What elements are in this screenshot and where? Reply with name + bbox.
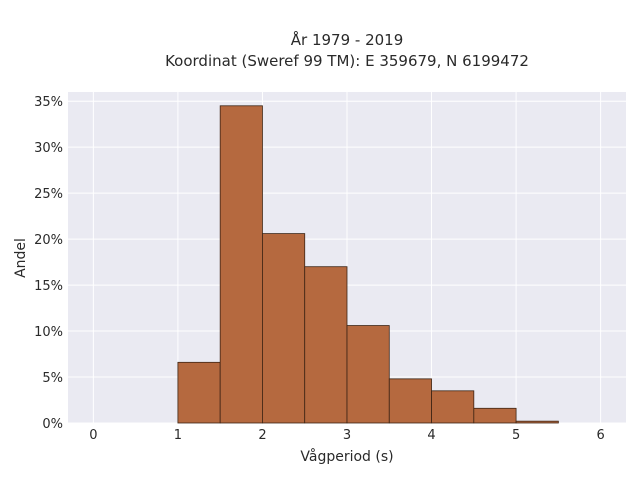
histogram-bar: [388, 378, 432, 424]
x-tick-label: 2: [258, 428, 266, 443]
y-tick-label: 20%: [34, 233, 63, 248]
y-tick-label: 30%: [34, 141, 63, 156]
x-tick-label: 6: [596, 428, 604, 443]
y-tick-label: 25%: [34, 187, 63, 202]
histogram-bars: [177, 105, 559, 424]
y-axis-ticks: 0% 5% 10% 15% 20% 25% 30% 35%: [34, 95, 63, 432]
chart-title-line-1: År 1979 - 2019: [291, 30, 404, 49]
x-tick-label: 4: [427, 428, 435, 443]
x-tick-label: 3: [343, 428, 351, 443]
histogram-bar: [431, 390, 475, 424]
x-axis-label: Vågperiod (s): [300, 448, 393, 465]
histogram-bar: [346, 325, 390, 424]
x-tick-label: 0: [89, 428, 97, 443]
y-tick-label: 5%: [42, 371, 63, 386]
chart-title-line-2: Koordinat (Sweref 99 TM): E 359679, N 61…: [165, 52, 529, 70]
histogram-bar: [219, 105, 263, 424]
x-axis-ticks: 0 1 2 3 4 5 6: [89, 428, 605, 443]
y-axis-label: Andel: [13, 238, 29, 278]
y-tick-label: 35%: [34, 95, 63, 110]
x-tick-label: 5: [512, 428, 520, 443]
y-tick-label: 15%: [34, 279, 63, 294]
histogram-bar: [515, 420, 559, 424]
histogram-bar: [177, 361, 221, 424]
histogram-bar: [304, 266, 348, 424]
y-tick-label: 10%: [34, 325, 63, 340]
y-tick-label: 0%: [42, 417, 63, 432]
histogram-bar: [473, 407, 517, 424]
x-tick-label: 1: [174, 428, 182, 443]
histogram-bar: [262, 233, 306, 424]
